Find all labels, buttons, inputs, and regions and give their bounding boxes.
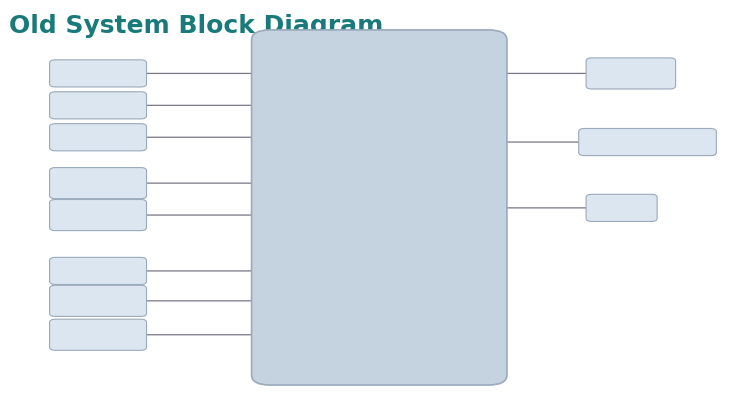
Text: Speaker 3: Speaker 3 xyxy=(68,131,128,144)
Text: Old System Block Diagram: Old System Block Diagram xyxy=(9,14,383,38)
Text: GPIO_IN: GPIO_IN xyxy=(275,328,322,341)
Text: GPIO_IN: GPIO_IN xyxy=(423,67,470,80)
Text: Pocket Beagle: Pocket Beagle xyxy=(325,240,423,255)
Text: PWM: PWM xyxy=(430,201,459,214)
Text: PWM: PWM xyxy=(275,131,304,144)
Text: Speaker 1: Speaker 1 xyxy=(68,67,128,80)
Text: 4 Digit
Display: 4 Digit Display xyxy=(76,169,120,198)
Text: PWM: PWM xyxy=(275,99,304,112)
Text: Speaker 2: Speaker 2 xyxy=(68,99,128,112)
Text: I2C1: I2C1 xyxy=(275,177,302,190)
Text: 12 Keys: 12 Keys xyxy=(75,265,121,277)
Text: LED: LED xyxy=(610,201,633,214)
Text: ANALOG_IN: ANALOG_IN xyxy=(408,136,475,148)
Text: 12 GPIO_INs: 12 GPIO_INs xyxy=(275,265,347,277)
Text: 2 Potentiometers: 2 Potentiometers xyxy=(596,136,699,148)
Text: I2C2: I2C2 xyxy=(275,209,302,221)
Text: Record
Switch: Record Switch xyxy=(78,286,118,315)
Text: Octave
Switch: Octave Switch xyxy=(77,320,119,349)
Text: Clear
Button: Clear Button xyxy=(611,59,650,88)
Text: 4 Digit
Display: 4 Digit Display xyxy=(76,201,120,229)
Text: PWM: PWM xyxy=(275,67,304,80)
Text: GPIO_IN: GPIO_IN xyxy=(275,294,322,307)
